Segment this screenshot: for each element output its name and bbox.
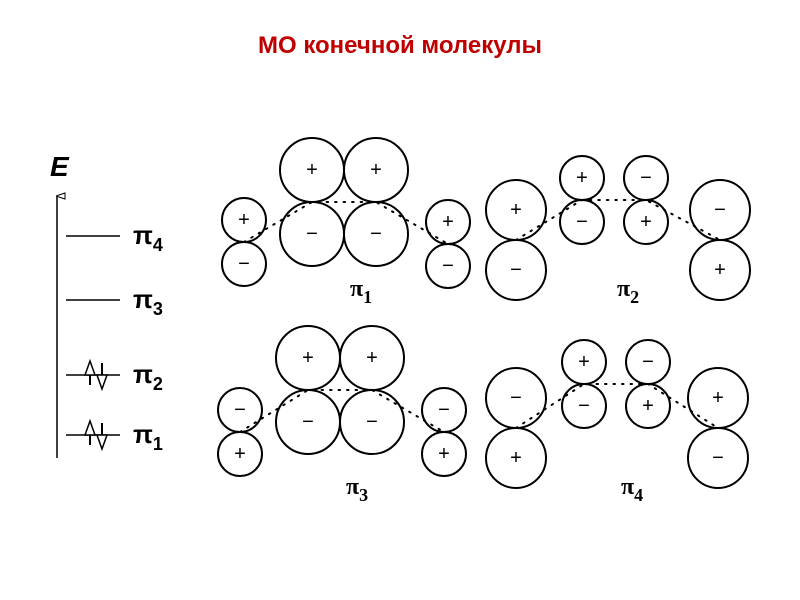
electron-spin-up-icon	[83, 418, 97, 445]
lower-lobe	[485, 427, 547, 489]
lobe-sign: −	[366, 411, 378, 433]
p-orbital: +−	[339, 325, 405, 455]
energy-level-pi4: π4	[66, 220, 163, 255]
p-orbital: +−	[343, 137, 409, 267]
energy-level-pi2: π2	[66, 358, 163, 394]
level-label: π1	[133, 419, 163, 454]
mo-pi3: −++−+−−+π3	[217, 325, 467, 505]
lower-lobe	[421, 431, 467, 477]
lower-lobe	[217, 431, 263, 477]
lobe-sign: +	[306, 159, 318, 181]
energy-diagram: E	[50, 151, 70, 458]
lower-lobe	[623, 199, 669, 245]
energy-axis-label: E	[50, 151, 70, 182]
lobe-sign: +	[366, 347, 378, 369]
p-orbital: +−	[221, 197, 267, 287]
lower-lobe	[689, 239, 751, 301]
lobe-sign: −	[238, 253, 250, 275]
lower-lobe	[485, 239, 547, 301]
lobe-sign: −	[510, 387, 522, 409]
lobe-sign: +	[576, 167, 588, 189]
energy-level-pi3: π3	[66, 284, 163, 319]
level-label: π4	[133, 220, 163, 255]
lobe-sign: +	[442, 211, 454, 233]
lobe-sign: −	[576, 211, 588, 233]
bond-dotted-line	[243, 201, 449, 245]
lower-lobe	[221, 241, 267, 287]
lobe-sign: +	[714, 259, 726, 281]
lobe-sign: −	[438, 399, 450, 421]
lobe-sign: +	[640, 211, 652, 233]
lobe-sign: −	[642, 351, 654, 373]
lobe-sign: −	[302, 411, 314, 433]
lobe-sign: +	[234, 443, 246, 465]
electron-spin-down-icon	[95, 363, 109, 392]
mo-pi2: +−+−−+−+π2	[485, 155, 751, 307]
lobe-sign: −	[578, 395, 590, 417]
lobe-sign: +	[302, 347, 314, 369]
p-orbital: +−	[425, 199, 471, 289]
p-orbital: +−	[687, 367, 749, 489]
bond-dotted-line	[239, 389, 445, 433]
lobe-sign: −	[442, 255, 454, 277]
p-orbital: −+	[421, 387, 467, 477]
p-orbital: −+	[689, 179, 751, 301]
lower-lobe	[343, 201, 409, 267]
mo-label: π3	[346, 474, 368, 505]
lobe-sign: −	[640, 167, 652, 189]
p-orbital: −+	[485, 367, 547, 489]
lobe-sign: −	[712, 447, 724, 469]
lobe-sign: +	[370, 159, 382, 181]
lobe-sign: +	[712, 387, 724, 409]
mo-pi1: +−+−+−+−π1	[221, 137, 471, 307]
lower-lobe	[625, 383, 671, 429]
level-label: π2	[133, 359, 163, 394]
lobe-sign: +	[578, 351, 590, 373]
p-orbital: +−	[485, 179, 547, 301]
lobe-sign: +	[510, 199, 522, 221]
electron-spin-up-icon	[83, 358, 97, 385]
lower-lobe	[425, 243, 471, 289]
electron-spin-down-icon	[95, 423, 109, 452]
lobe-sign: −	[306, 223, 318, 245]
lobe-sign: +	[238, 209, 250, 231]
mo-label: π4	[621, 474, 643, 505]
energy-level-pi1: π1	[66, 418, 163, 454]
p-orbital: −+	[217, 387, 263, 477]
lobe-sign: −	[370, 223, 382, 245]
lower-lobe	[687, 427, 749, 489]
p-orbital: +−	[561, 339, 607, 429]
lobe-sign: −	[510, 259, 522, 281]
p-orbital: +−	[559, 155, 605, 245]
lower-lobe	[559, 199, 605, 245]
lobe-sign: +	[510, 447, 522, 469]
mo-label: π1	[350, 276, 372, 307]
mo-pi4: −++−−+ +−π4	[485, 339, 749, 505]
bond-dotted-line	[515, 383, 719, 429]
lower-lobe	[339, 389, 405, 455]
lobe-sign: −	[714, 199, 726, 221]
lobe-sign: +	[642, 395, 654, 417]
mo-label: π2	[617, 276, 639, 307]
lobe-sign: −	[234, 399, 246, 421]
lower-lobe	[561, 383, 607, 429]
p-orbital: −+	[625, 339, 671, 429]
level-label: π3	[133, 284, 163, 319]
slide-title: МО конечной молекулы	[257, 32, 542, 59]
p-orbital: −+	[623, 155, 669, 245]
lobe-sign: +	[438, 443, 450, 465]
